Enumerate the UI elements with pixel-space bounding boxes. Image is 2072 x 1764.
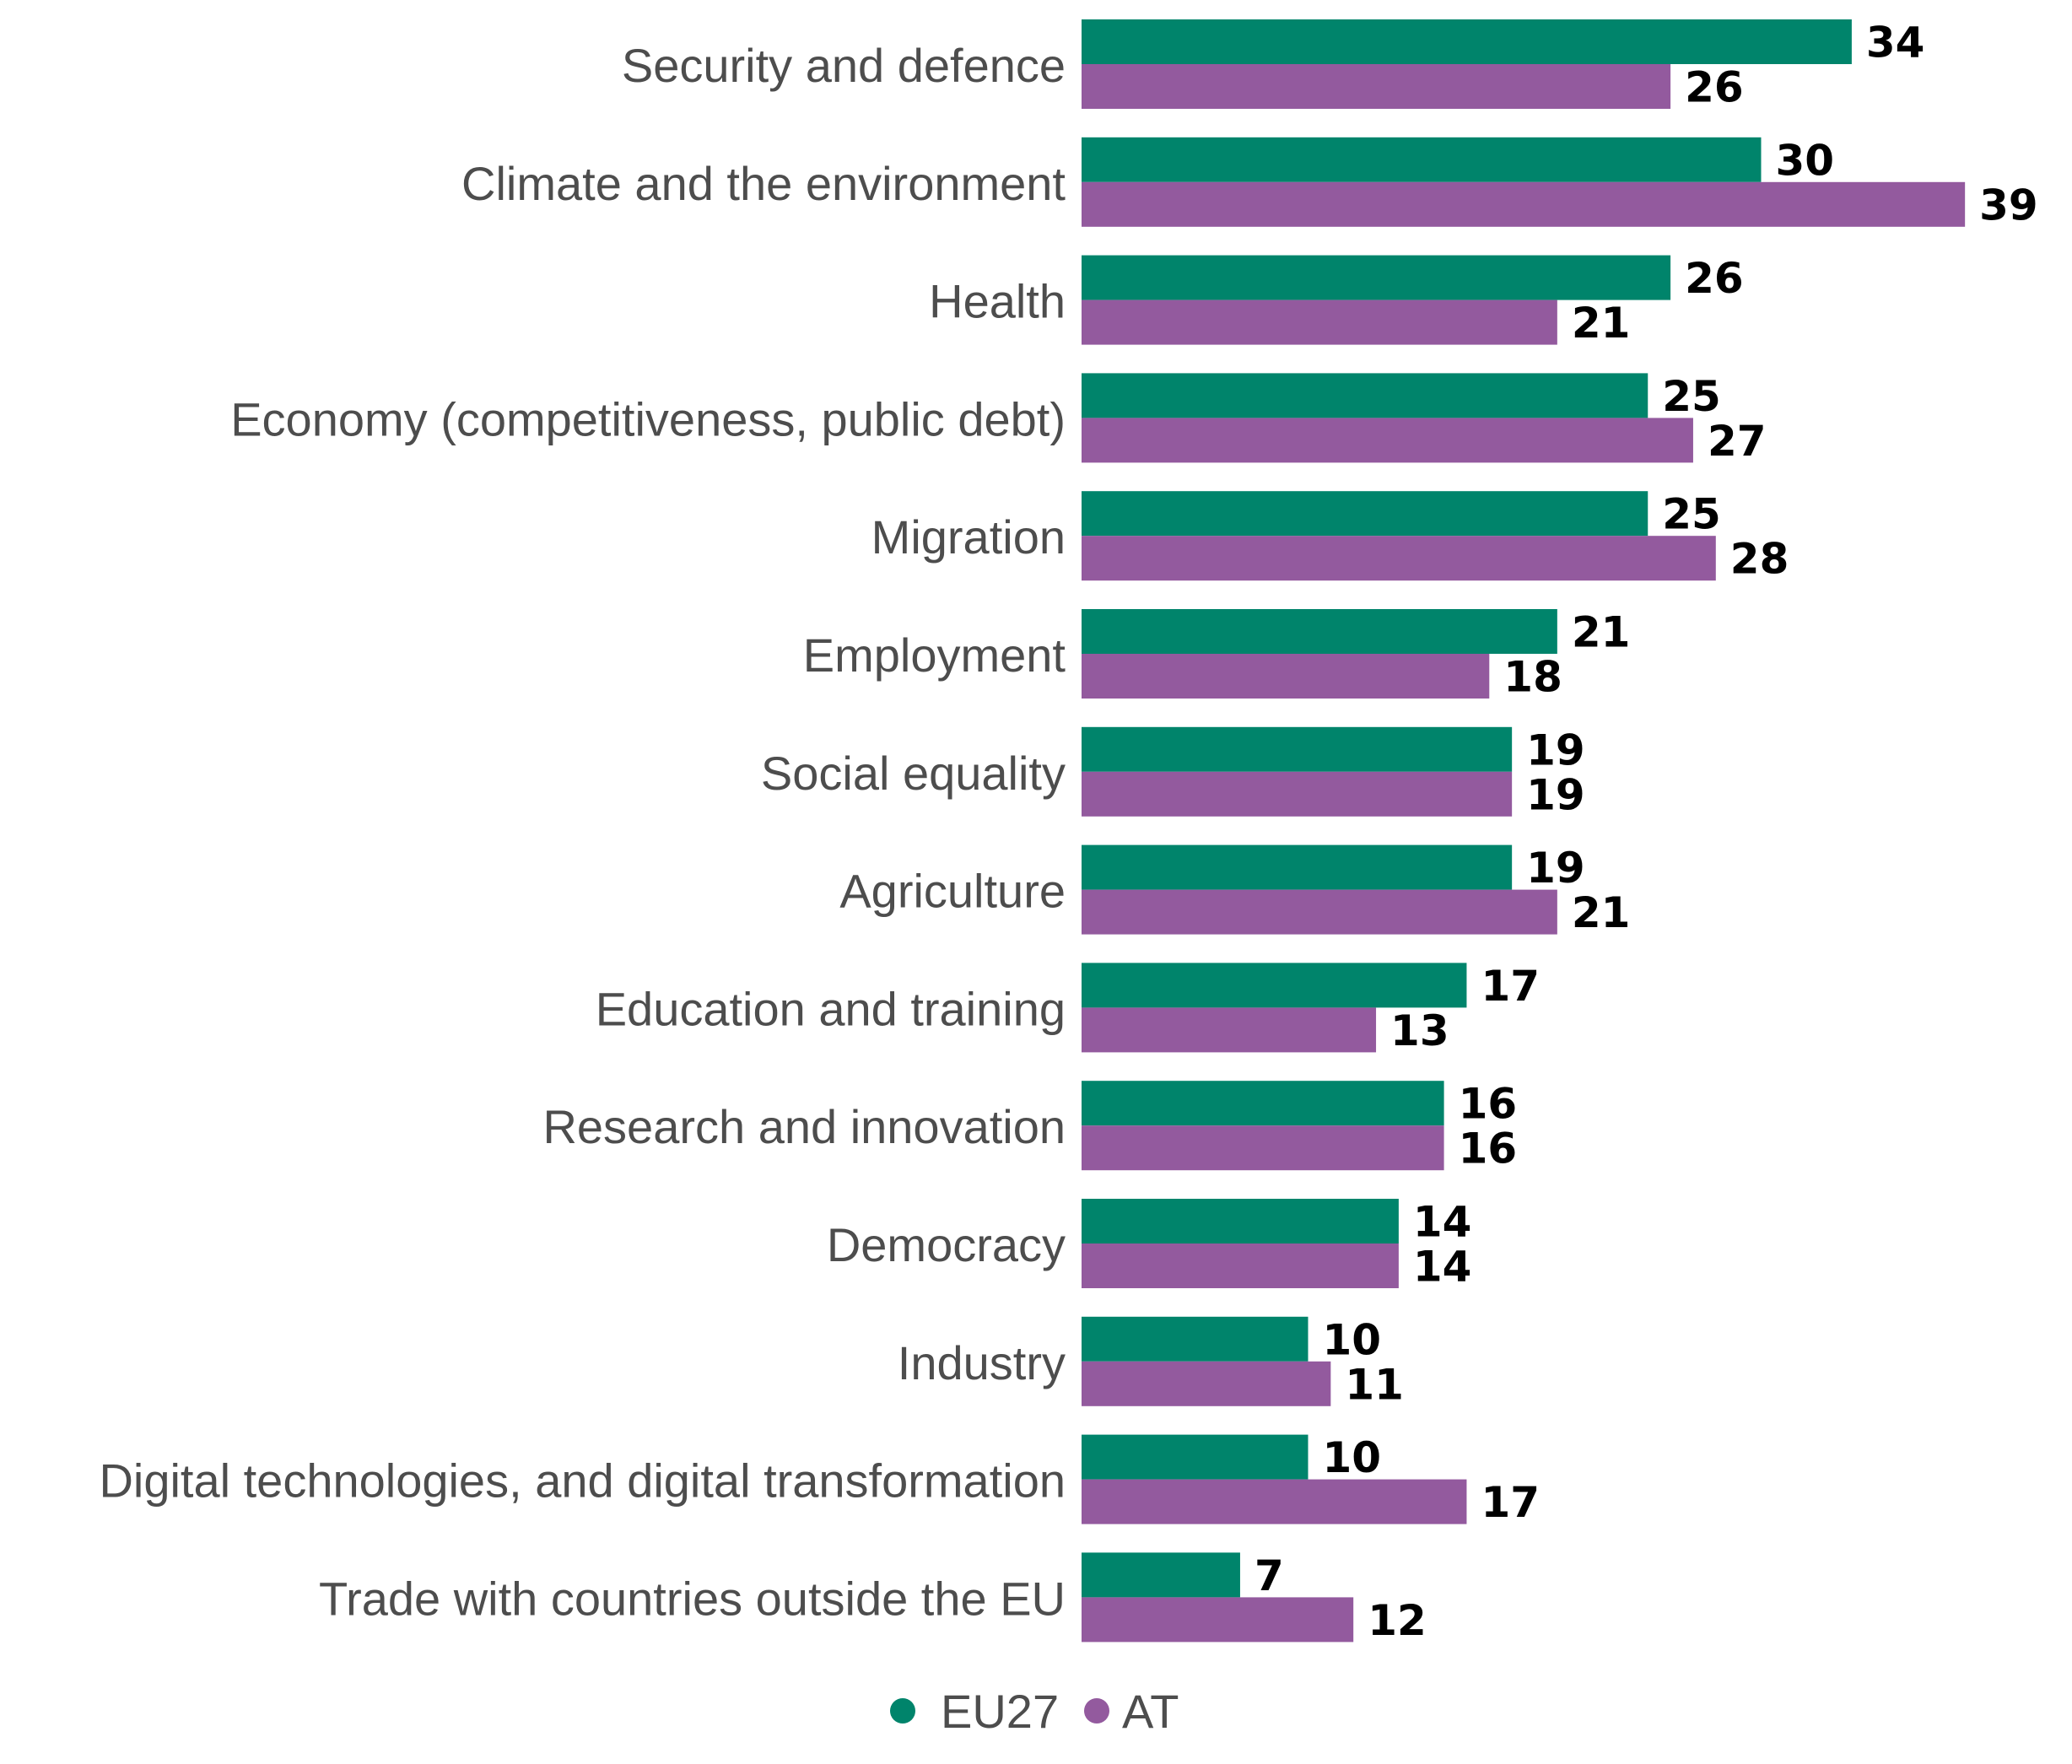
category-group: Security and defence 34 26 xyxy=(622,19,1925,112)
data-label-eu27: 30 xyxy=(1776,136,1835,185)
bar-eu27 xyxy=(1082,844,1513,890)
bar-at xyxy=(1082,299,1557,345)
bar-at xyxy=(1082,654,1490,699)
category-label: Social equality xyxy=(761,747,1066,800)
bar-at xyxy=(1082,536,1716,581)
bar-at xyxy=(1082,771,1513,817)
bar-at xyxy=(1082,1479,1467,1524)
bar-eu27 xyxy=(1082,373,1648,418)
category-label: Health xyxy=(929,275,1066,328)
data-label-eu27: 26 xyxy=(1685,254,1744,303)
bar-eu27 xyxy=(1082,1199,1399,1243)
bar-at xyxy=(1082,1125,1444,1171)
data-label-eu27: 14 xyxy=(1413,1198,1472,1247)
bar-eu27 xyxy=(1082,255,1671,300)
category-label: Security and defence xyxy=(622,39,1066,92)
legend: EU27 AT xyxy=(890,1685,1179,1738)
bar-eu27 xyxy=(1082,1552,1240,1598)
data-label-eu27: 7 xyxy=(1255,1551,1284,1600)
data-label-at: 11 xyxy=(1345,1360,1404,1409)
data-label-at: 17 xyxy=(1481,1478,1540,1527)
data-label-eu27: 21 xyxy=(1572,608,1631,657)
category-label: Democracy xyxy=(827,1218,1066,1271)
category-label: Migration xyxy=(871,510,1066,564)
category-group: Trade with countries outside the EU 7 12 xyxy=(319,1551,1427,1645)
data-label-eu27: 25 xyxy=(1662,490,1721,539)
data-label-at: 16 xyxy=(1459,1125,1518,1173)
data-label-at: 12 xyxy=(1368,1596,1427,1645)
bar-eu27 xyxy=(1082,963,1467,1008)
category-label: Digital technologies, and digital transf… xyxy=(99,1454,1066,1508)
category-label: Research and innovation xyxy=(542,1100,1066,1153)
data-label-eu27: 17 xyxy=(1481,962,1540,1011)
bar-eu27 xyxy=(1082,1316,1308,1362)
bar-at xyxy=(1082,889,1557,935)
bar-eu27 xyxy=(1082,1081,1444,1126)
bar-at xyxy=(1082,181,1966,227)
category-label: Agriculture xyxy=(839,865,1066,918)
legend-label-eu27: EU27 xyxy=(941,1685,1059,1738)
category-label: Industry xyxy=(898,1336,1066,1389)
category-group: Education and training 17 13 xyxy=(596,962,1540,1055)
bar-at xyxy=(1082,1597,1354,1643)
bar-eu27 xyxy=(1082,137,1762,182)
bar-eu27 xyxy=(1082,491,1648,537)
data-label-at: 21 xyxy=(1572,299,1631,348)
data-label-at: 18 xyxy=(1503,653,1562,702)
category-label: Education and training xyxy=(596,982,1066,1035)
data-label-eu27: 10 xyxy=(1323,1433,1382,1482)
data-label-eu27: 10 xyxy=(1323,1315,1382,1364)
data-label-eu27: 25 xyxy=(1662,372,1721,421)
data-label-eu27: 19 xyxy=(1526,844,1585,893)
data-label-at: 21 xyxy=(1572,888,1631,937)
bar-at xyxy=(1082,1243,1399,1288)
legend-marker-eu27 xyxy=(890,1698,915,1724)
data-label-at: 13 xyxy=(1390,1006,1449,1055)
data-label-at: 26 xyxy=(1685,63,1744,112)
data-label-eu27: 16 xyxy=(1459,1080,1518,1129)
data-label-eu27: 34 xyxy=(1866,19,1925,67)
bar-eu27 xyxy=(1082,609,1557,654)
bar-at xyxy=(1082,1361,1331,1406)
category-group: Digital technologies, and digital transf… xyxy=(99,1433,1540,1527)
data-label-eu27: 19 xyxy=(1526,726,1585,774)
legend-marker-at xyxy=(1084,1698,1109,1724)
data-label-at: 14 xyxy=(1413,1243,1472,1292)
data-label-at: 19 xyxy=(1526,770,1585,819)
bar-at xyxy=(1082,418,1693,463)
category-label: Economy (competitiveness, public debt) xyxy=(230,392,1066,445)
data-label-at: 28 xyxy=(1730,535,1789,584)
category-label: Trade with countries outside the EU xyxy=(319,1572,1066,1625)
category-group: Climate and the environment 30 39 xyxy=(461,136,2038,229)
category-group: Economy (competitiveness, public debt) 25… xyxy=(230,372,1766,466)
bar-at xyxy=(1082,1007,1377,1053)
bar-eu27 xyxy=(1082,726,1513,772)
data-label-at: 39 xyxy=(1979,181,2038,229)
bar-eu27 xyxy=(1082,19,1852,64)
category-label: Climate and the environment xyxy=(461,157,1066,210)
legend-label-at: AT xyxy=(1122,1685,1179,1738)
bar-eu27 xyxy=(1082,1434,1308,1480)
category-group: Health 26 21 xyxy=(929,254,1744,348)
category-label: Employment xyxy=(803,628,1066,682)
data-label-at: 27 xyxy=(1708,417,1767,466)
bar-at xyxy=(1082,64,1671,109)
